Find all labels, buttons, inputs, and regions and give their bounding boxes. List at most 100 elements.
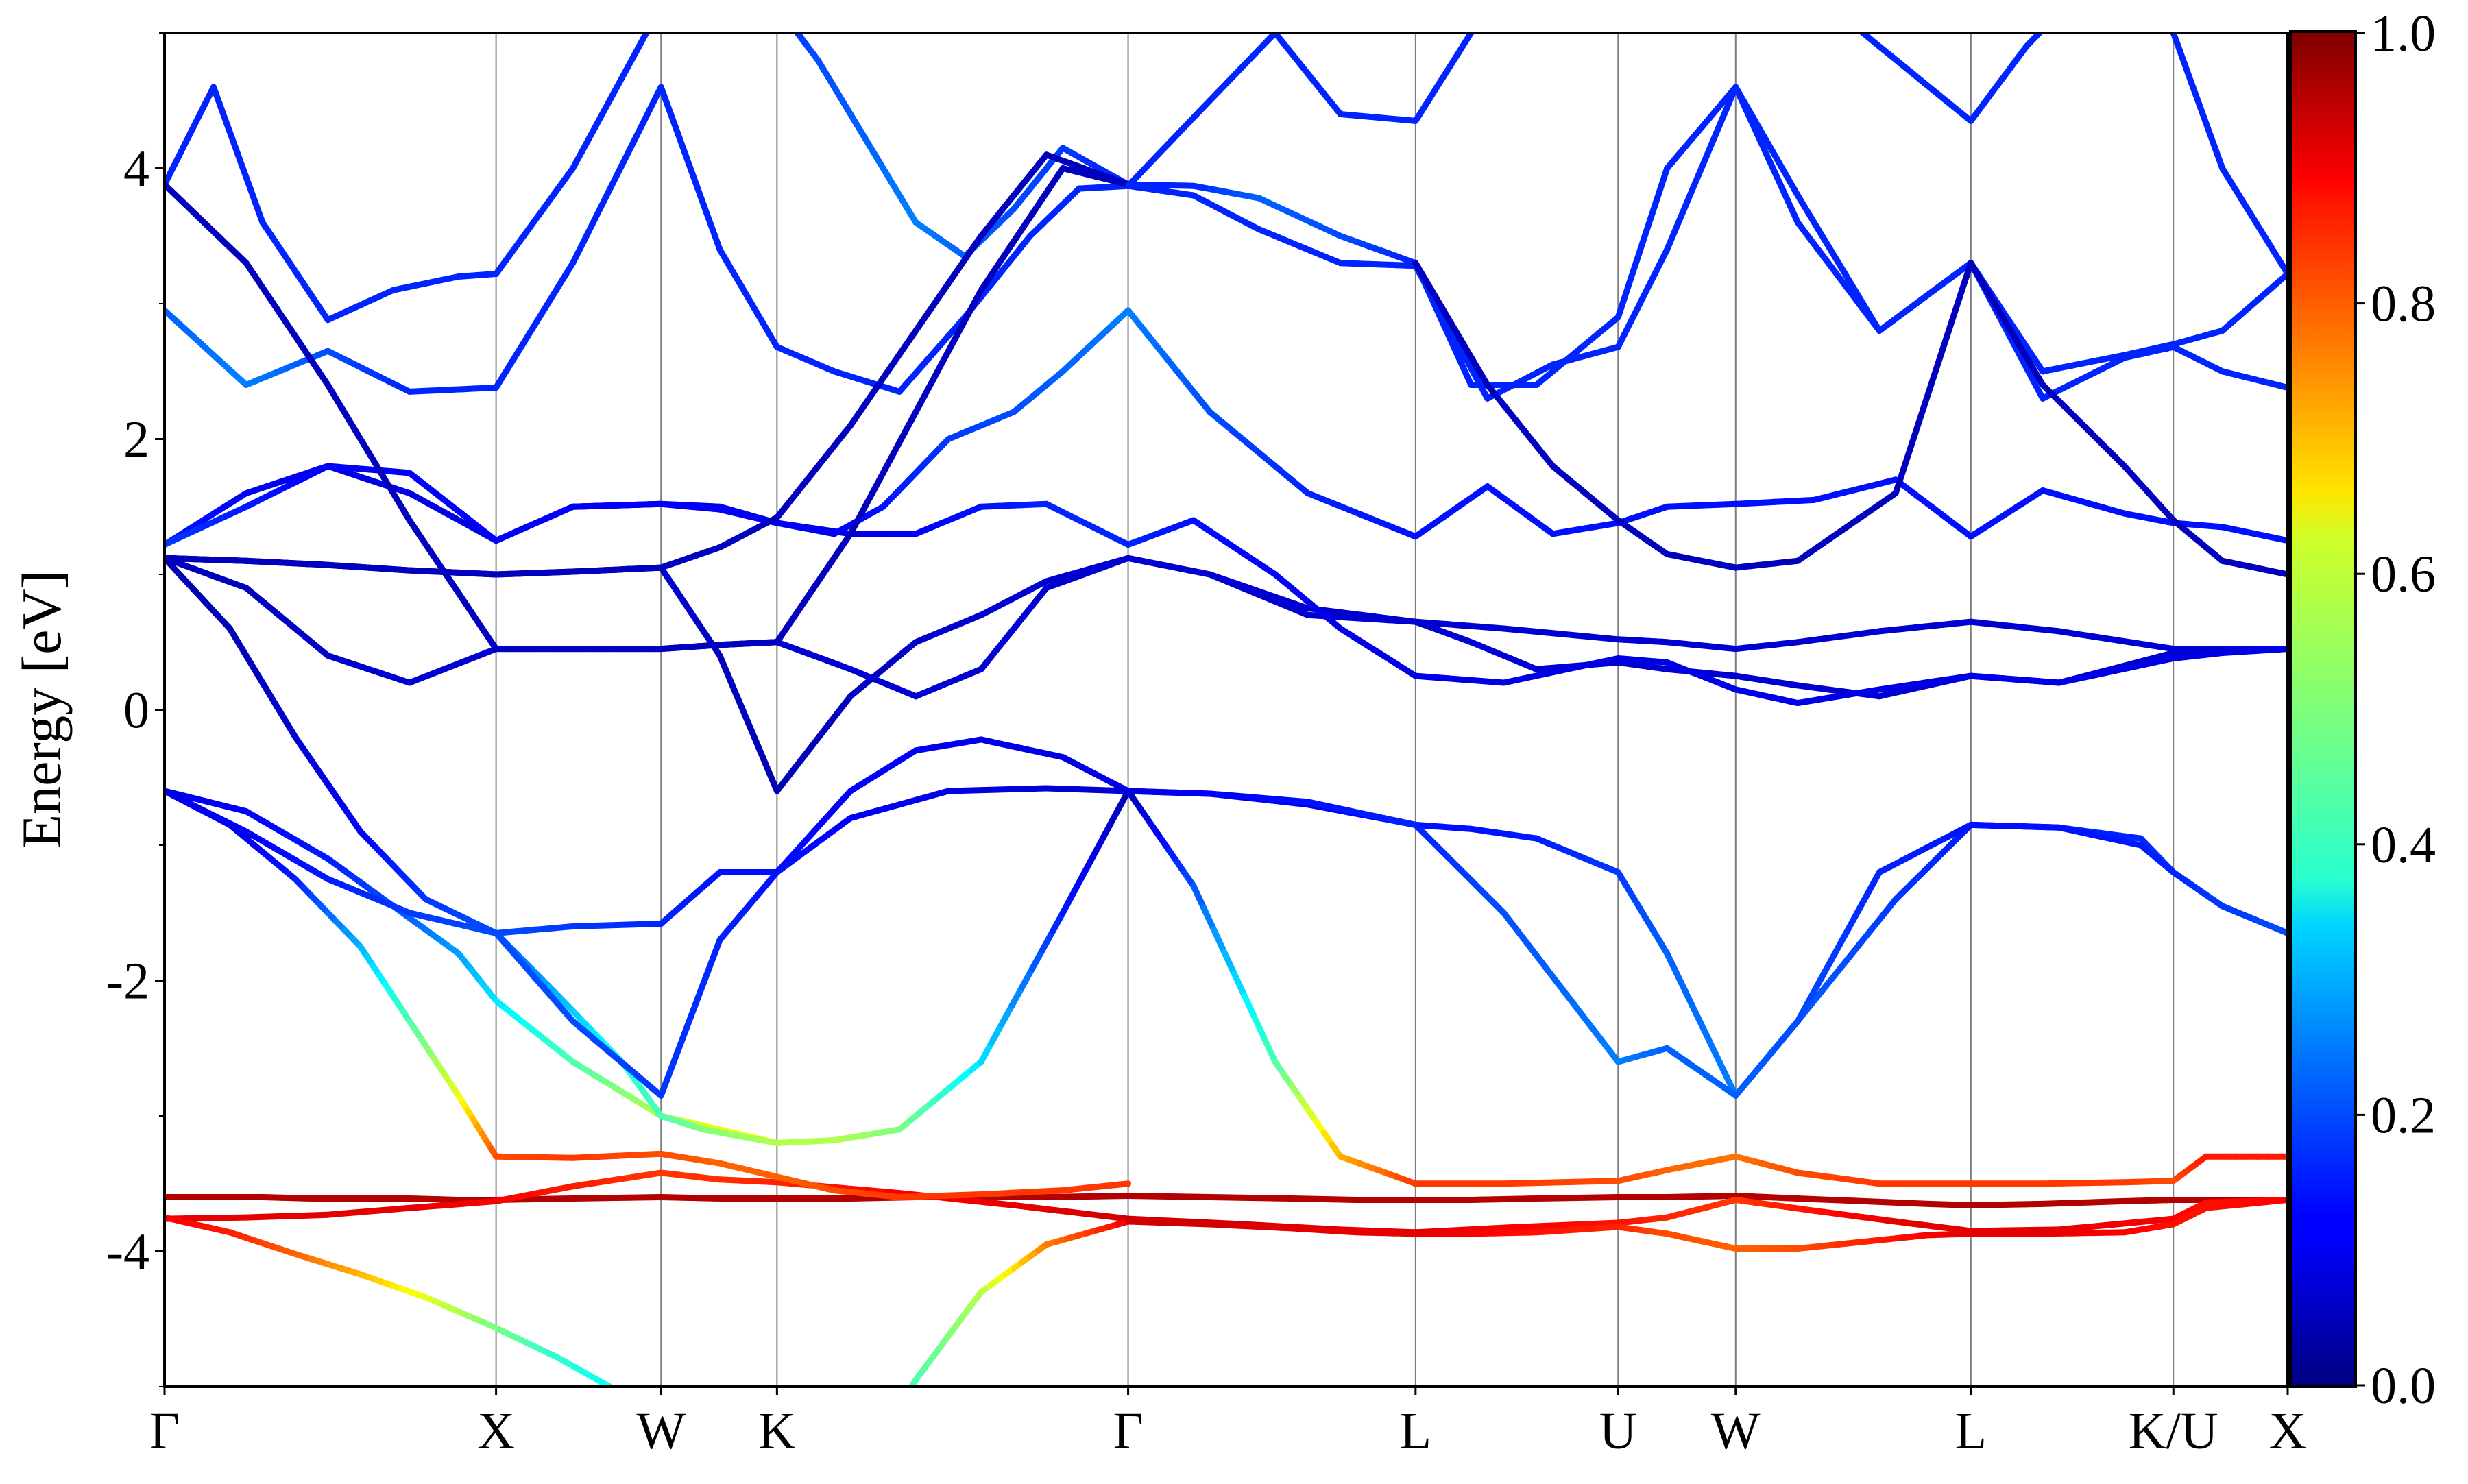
band-segment [661,87,668,108]
band-segment [1870,873,1880,891]
colorbar-tick-label: 0.4 [2371,816,2436,874]
band-segment [861,1455,867,1463]
band-segment [1719,0,1728,1]
band-segment [584,127,595,148]
band-17 [165,155,1128,574]
band-19 [1128,0,2288,274]
colorbar-tick-label: 0.8 [2371,276,2436,333]
band-segment [676,1037,683,1056]
band-segment [1905,436,1915,465]
band-6 [165,791,1128,1197]
band-segment [1839,928,1849,947]
band-segment [698,979,705,998]
band-segment [1667,229,1676,250]
band-segment [867,1445,873,1455]
band-12 [165,466,2288,703]
band-segment [573,148,584,169]
band-segment [584,219,595,241]
x-tick-label: W [636,1402,686,1460]
band-segment [676,127,683,148]
band-segment [1710,127,1719,148]
band-segment [688,1450,693,1457]
band-segment [595,108,606,128]
band-segment [1952,292,1961,321]
x-tick-label: K/U [2129,1402,2218,1460]
band-segment [1693,169,1702,189]
y-tick-label: 2 [123,411,149,469]
band-segment [1214,929,1224,951]
band-segment [1859,891,1870,910]
band-segment [981,1043,991,1062]
band-segment [1479,12,1488,23]
band-segment [2051,12,2059,21]
band-segment [1575,1006,1590,1025]
band-segment [1818,0,1828,4]
band-segment [879,1426,885,1436]
band-segment [606,87,617,108]
band-segment [668,108,676,128]
y-tick-label: 0 [123,682,149,740]
band-segment [1547,969,1561,987]
band-segment [710,1474,716,1481]
band-segment [1518,932,1532,950]
band-segment [1561,987,1575,1006]
band-segment [627,1397,631,1400]
band-segment [614,1389,622,1394]
band-segment [763,0,770,3]
band-segment [1496,0,1504,3]
band-segment [1933,350,1943,378]
band-segment [1194,886,1204,908]
colorbar-gradient [2290,32,2356,1387]
y-tick-label: -4 [106,1224,149,1281]
band-segment [712,229,720,250]
band-segment [1471,23,1479,33]
band-segment [1022,969,1032,987]
band-segment [595,197,606,219]
band-segment [661,3,668,6]
band-segment [1727,1,1736,5]
band-segment [1590,1025,1604,1043]
band-segment [698,1462,703,1468]
band-segment [705,209,713,230]
band-segment [1204,908,1214,929]
y-axis-label: Energy [eV] [10,570,73,849]
colorbar: 0.00.20.40.60.81.0 [2290,5,2436,1415]
band-segment [2277,1200,2288,1201]
band-segment [1943,321,1952,350]
band-segment [703,1468,710,1475]
band-segment [617,153,628,175]
band-segment [1849,21,1859,29]
band-segment [1504,913,1519,932]
band-segment [2133,6,2143,13]
band-segment [650,6,661,27]
band-segment [991,1025,1002,1043]
band-segment [777,6,782,13]
band-15 [165,0,2288,385]
band-segment [1255,1018,1265,1040]
band-segment [1743,0,1751,3]
x-tick-label: X [2269,1402,2307,1460]
band-9 [165,740,2288,1096]
band-segment [639,109,650,131]
band-segment [1488,3,1496,13]
band-segment [2153,19,2164,26]
band-segment [668,1057,676,1076]
band-7 [496,791,2288,1184]
band-segment [2059,4,2068,12]
band-segment [1839,12,1849,21]
band-segment [661,1076,668,1095]
band-segment [573,241,584,263]
x-tick-label: W [1711,1402,1761,1460]
band-segment [606,175,617,197]
band-segment [683,1018,690,1037]
band-segment [628,131,639,153]
band-segment [897,1398,904,1408]
band-segment [904,1389,910,1399]
band-segment [1224,952,1235,974]
x-tick-label: Γ [149,1402,180,1460]
band-segment [1828,4,1839,12]
band-segment [639,26,650,47]
